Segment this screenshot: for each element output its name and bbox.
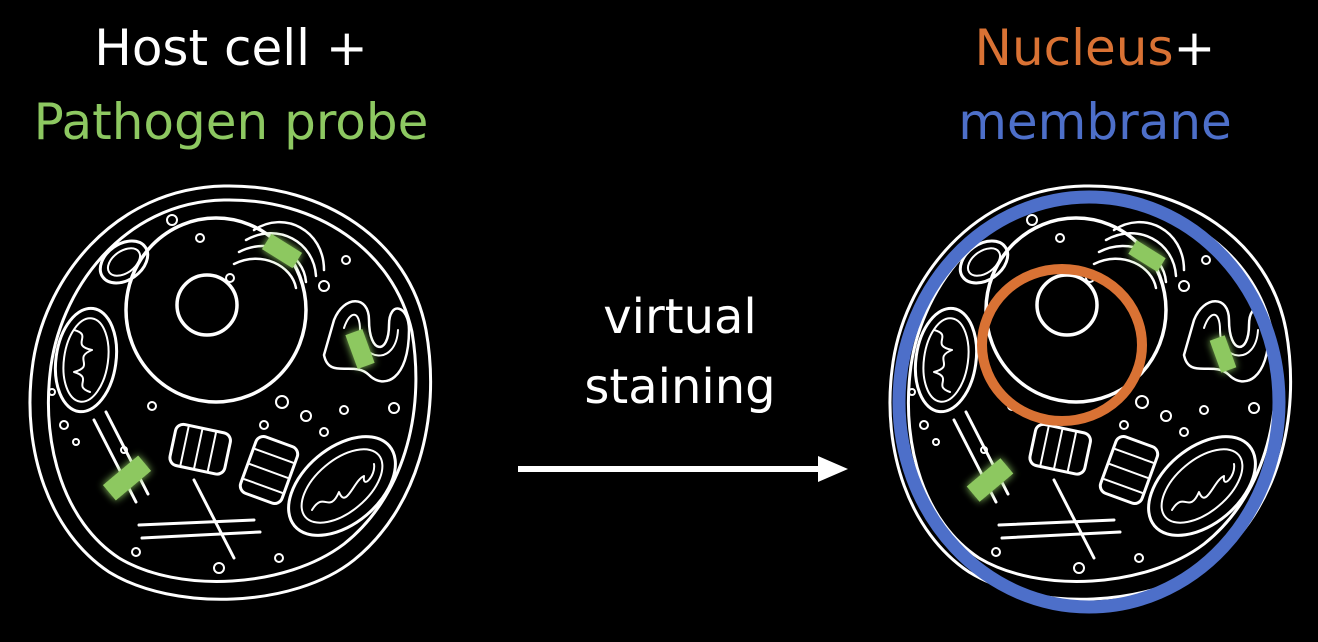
pathogen-probe-marker [966, 458, 1014, 502]
pathogen-probe-marker [345, 329, 375, 369]
membrane-label: membrane [958, 93, 1232, 151]
cell-sketch [28, 184, 433, 602]
virtual-staining-label: virtual staining [520, 282, 840, 422]
nucleus-ring [977, 264, 1147, 426]
pathogen-probe-marker [261, 233, 303, 269]
membrane-ring [892, 190, 1286, 614]
stained-cell-diagram [888, 184, 1293, 614]
plus-sign: + [1173, 19, 1216, 77]
nucleus-label: Nucleus [974, 19, 1174, 77]
right-title: Nucleus+ membrane [855, 11, 1318, 159]
virtual-label: virtual [603, 289, 757, 345]
host-cell-diagram [28, 184, 433, 602]
pathogen-probe-marker [102, 455, 152, 501]
staining-label: staining [584, 359, 776, 415]
left-title: Host cell + Pathogen probe [0, 11, 462, 159]
pathogen-probe-marker [1209, 335, 1237, 373]
pathogen-probe-label: Pathogen probe [33, 93, 429, 151]
pathogen-probe-marker [1128, 240, 1166, 272]
arrow-right-icon [518, 456, 848, 482]
host-cell-label: Host cell + [94, 19, 368, 77]
